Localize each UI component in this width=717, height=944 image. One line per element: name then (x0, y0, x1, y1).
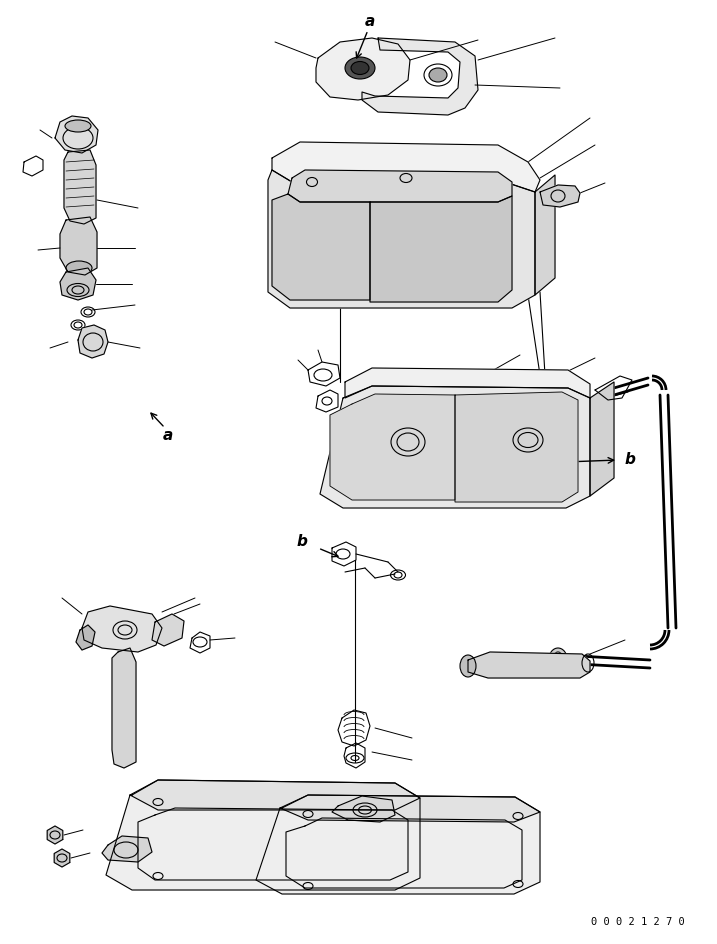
Polygon shape (332, 796, 395, 822)
Text: a: a (163, 428, 173, 443)
Polygon shape (316, 38, 410, 100)
Polygon shape (288, 170, 512, 202)
Polygon shape (82, 606, 162, 652)
Polygon shape (280, 795, 540, 822)
Polygon shape (47, 826, 63, 844)
Polygon shape (370, 196, 512, 302)
Ellipse shape (345, 57, 375, 79)
Polygon shape (272, 194, 370, 300)
Text: b: b (625, 452, 635, 467)
Polygon shape (60, 268, 96, 300)
Polygon shape (130, 780, 420, 810)
Polygon shape (112, 648, 136, 768)
Polygon shape (55, 116, 98, 153)
Polygon shape (268, 170, 535, 308)
Polygon shape (345, 368, 590, 398)
Polygon shape (256, 795, 540, 894)
Text: a: a (365, 14, 375, 29)
Polygon shape (102, 836, 152, 862)
Polygon shape (535, 175, 555, 295)
Polygon shape (540, 185, 580, 207)
Polygon shape (362, 38, 478, 115)
Text: b: b (297, 534, 308, 549)
Text: 0 0 0 2 1 2 7 0: 0 0 0 2 1 2 7 0 (591, 917, 685, 927)
Polygon shape (330, 394, 455, 500)
Ellipse shape (65, 120, 91, 132)
Ellipse shape (460, 655, 476, 677)
Polygon shape (64, 150, 96, 224)
Polygon shape (152, 614, 184, 646)
Ellipse shape (429, 68, 447, 82)
Polygon shape (60, 217, 97, 275)
Polygon shape (76, 625, 95, 650)
Ellipse shape (66, 261, 92, 275)
Polygon shape (106, 780, 420, 890)
Polygon shape (272, 142, 540, 192)
Polygon shape (468, 652, 590, 678)
Polygon shape (320, 386, 590, 508)
Polygon shape (78, 325, 108, 358)
Polygon shape (590, 382, 614, 496)
Polygon shape (54, 849, 70, 867)
Polygon shape (455, 392, 578, 502)
Ellipse shape (549, 648, 567, 670)
Ellipse shape (351, 61, 369, 75)
